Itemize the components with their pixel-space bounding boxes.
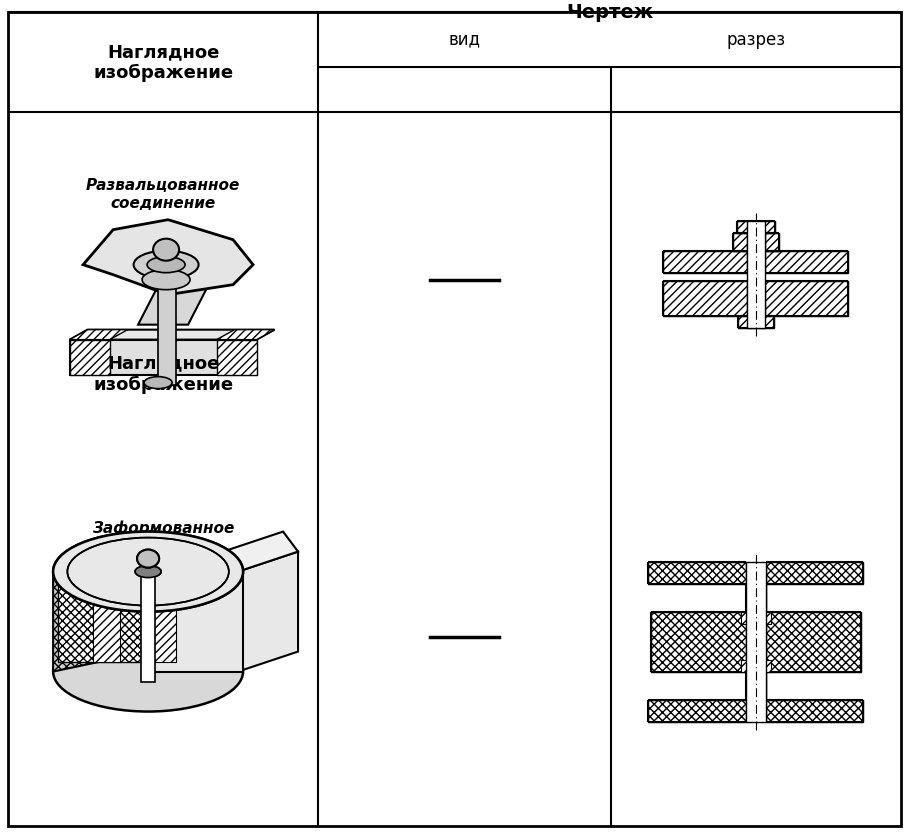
Bar — [746, 671, 766, 700]
Bar — [766, 561, 864, 584]
Bar — [746, 561, 766, 721]
Ellipse shape — [142, 269, 190, 289]
Bar — [648, 700, 746, 721]
Bar — [651, 611, 746, 671]
Polygon shape — [148, 571, 243, 671]
Bar — [664, 281, 747, 316]
Polygon shape — [70, 329, 127, 339]
Ellipse shape — [53, 531, 243, 611]
Ellipse shape — [134, 251, 198, 279]
Text: Заформованное
соединение: Заформованное соединение — [92, 520, 235, 553]
Bar — [733, 234, 747, 251]
Polygon shape — [238, 551, 298, 671]
Polygon shape — [83, 219, 253, 294]
Bar — [764, 234, 779, 251]
Ellipse shape — [53, 531, 243, 611]
Bar — [741, 611, 771, 624]
Bar — [764, 281, 848, 316]
Bar — [158, 284, 176, 384]
Ellipse shape — [137, 550, 159, 568]
Ellipse shape — [135, 565, 161, 578]
Ellipse shape — [153, 239, 179, 261]
Bar — [141, 566, 155, 681]
Bar — [766, 611, 861, 671]
Bar — [747, 221, 764, 328]
Bar — [737, 221, 774, 234]
Bar — [746, 584, 766, 611]
Polygon shape — [70, 329, 275, 339]
Bar — [764, 251, 848, 274]
Ellipse shape — [135, 565, 161, 578]
Polygon shape — [223, 531, 298, 571]
Text: Чертеж: Чертеж — [566, 3, 653, 22]
Polygon shape — [70, 339, 256, 374]
Text: Наглядное
изображение: Наглядное изображение — [93, 43, 233, 82]
Polygon shape — [138, 262, 221, 324]
Polygon shape — [153, 576, 176, 661]
Bar — [738, 316, 774, 328]
Ellipse shape — [53, 631, 243, 711]
Text: Наглядное
изображение: Наглядное изображение — [93, 354, 233, 394]
Polygon shape — [53, 551, 148, 671]
Polygon shape — [216, 329, 275, 339]
Bar — [741, 660, 771, 671]
Polygon shape — [216, 339, 256, 374]
Ellipse shape — [137, 550, 159, 568]
Bar — [766, 700, 864, 721]
Bar — [648, 561, 746, 584]
Text: Развальцованное
соединение: Развальцованное соединение — [86, 178, 240, 211]
Ellipse shape — [145, 377, 172, 389]
Polygon shape — [70, 339, 110, 374]
Polygon shape — [58, 576, 143, 661]
Text: разрез: разрез — [726, 31, 785, 48]
Ellipse shape — [147, 257, 185, 273]
Polygon shape — [93, 576, 120, 661]
Bar — [664, 251, 747, 274]
Text: вид: вид — [448, 31, 481, 48]
